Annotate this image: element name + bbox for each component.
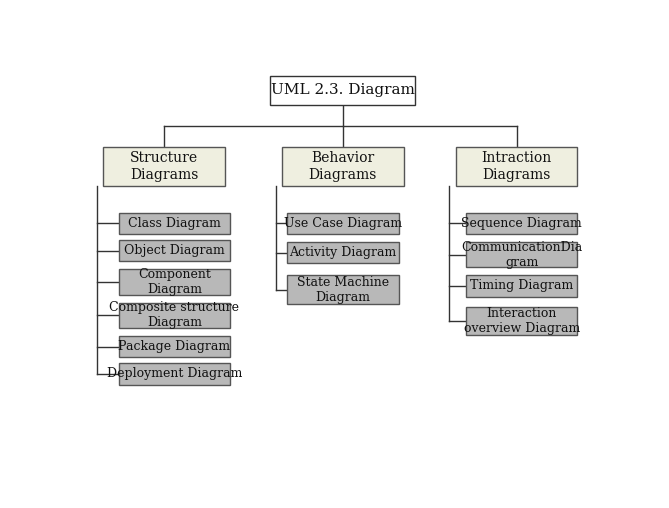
FancyBboxPatch shape xyxy=(118,336,230,357)
FancyBboxPatch shape xyxy=(466,242,577,267)
FancyBboxPatch shape xyxy=(118,240,230,262)
Text: Activity Diagram: Activity Diagram xyxy=(289,246,397,259)
Text: State Machine
Diagram: State Machine Diagram xyxy=(297,276,389,304)
Text: Sequence Diagram: Sequence Diagram xyxy=(462,217,582,230)
FancyBboxPatch shape xyxy=(466,212,577,234)
FancyBboxPatch shape xyxy=(287,242,399,263)
FancyBboxPatch shape xyxy=(118,363,230,385)
Text: Timing Diagram: Timing Diagram xyxy=(470,279,573,293)
Text: Component
Diagram: Component Diagram xyxy=(138,268,211,296)
Text: Intraction
Diagrams: Intraction Diagrams xyxy=(482,151,552,182)
FancyBboxPatch shape xyxy=(118,269,230,295)
Text: Interaction
overview Diagram: Interaction overview Diagram xyxy=(464,307,580,335)
FancyBboxPatch shape xyxy=(270,76,415,105)
FancyBboxPatch shape xyxy=(118,302,230,328)
Text: UML 2.3. Diagram: UML 2.3. Diagram xyxy=(271,83,415,98)
FancyBboxPatch shape xyxy=(287,275,399,304)
Text: Composite structure
Diagram: Composite structure Diagram xyxy=(109,301,240,329)
Text: Behavior
Diagrams: Behavior Diagrams xyxy=(308,151,377,182)
Text: CommunicationDia
gram: CommunicationDia gram xyxy=(461,241,582,269)
FancyBboxPatch shape xyxy=(282,147,404,186)
Text: Structure
Diagrams: Structure Diagrams xyxy=(130,151,198,182)
FancyBboxPatch shape xyxy=(466,275,577,297)
Text: Use Case Diagram: Use Case Diagram xyxy=(284,217,402,230)
Text: Object Diagram: Object Diagram xyxy=(124,244,225,257)
FancyBboxPatch shape xyxy=(466,307,577,335)
FancyBboxPatch shape xyxy=(287,212,399,234)
FancyBboxPatch shape xyxy=(103,147,225,186)
FancyBboxPatch shape xyxy=(456,147,577,186)
Text: Package Diagram: Package Diagram xyxy=(118,340,230,353)
FancyBboxPatch shape xyxy=(118,212,230,234)
Text: Deployment Diagram: Deployment Diagram xyxy=(106,367,242,380)
Text: Class Diagram: Class Diagram xyxy=(128,217,221,230)
